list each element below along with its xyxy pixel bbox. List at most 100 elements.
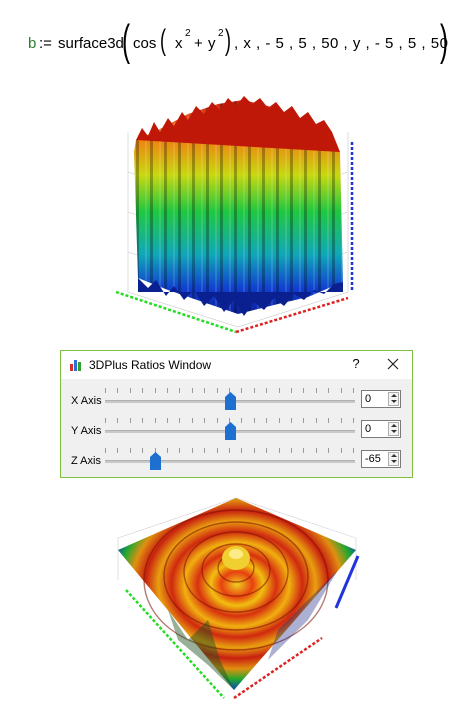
slider-tick bbox=[291, 388, 292, 393]
slider-tick bbox=[204, 388, 206, 393]
paren-close-outer: ) bbox=[440, 16, 449, 65]
x-axis-increment-button[interactable] bbox=[391, 394, 397, 397]
slider-tick bbox=[241, 448, 243, 453]
x-axis-ticks bbox=[105, 388, 355, 394]
help-button[interactable]: ? bbox=[352, 356, 360, 371]
slider-tick bbox=[129, 388, 131, 393]
dialog-title: 3DPlus Ratios Window bbox=[89, 358, 212, 372]
z-axis-spinbox[interactable]: -65 bbox=[361, 450, 401, 468]
close-icon bbox=[387, 358, 399, 370]
slider-tick bbox=[315, 388, 317, 393]
x-axis-spinbox[interactable]: 0 bbox=[361, 390, 401, 408]
close-button[interactable] bbox=[384, 355, 402, 373]
plot1-axis-x bbox=[115, 290, 237, 334]
slider-tick bbox=[353, 448, 354, 453]
x-axis-label: X Axis bbox=[71, 395, 102, 407]
slider-tick bbox=[191, 448, 193, 453]
x-axis-row: X Axis 0 bbox=[61, 387, 412, 413]
formula-cos: cos bbox=[133, 35, 157, 52]
slider-tick bbox=[229, 388, 230, 393]
slider-tick bbox=[340, 388, 342, 393]
z-axis-row: Z Axis -65 bbox=[61, 447, 412, 473]
y-axis-spin-buttons bbox=[388, 422, 399, 436]
z-axis-label: Z Axis bbox=[71, 455, 101, 467]
slider-tick bbox=[167, 448, 168, 453]
x-axis-decrement-button[interactable] bbox=[391, 400, 397, 403]
x-axis-slider-thumb[interactable] bbox=[224, 392, 236, 410]
plot2-axis-y bbox=[233, 636, 323, 700]
slider-tick bbox=[315, 448, 317, 453]
slider-tick bbox=[241, 418, 243, 423]
slider-tick bbox=[117, 418, 119, 423]
slider-tick bbox=[229, 418, 230, 423]
y-axis-increment-button[interactable] bbox=[391, 424, 397, 427]
slider-tick bbox=[129, 418, 131, 423]
slider-tick bbox=[328, 388, 330, 393]
slider-tick bbox=[154, 388, 156, 393]
slider-tick bbox=[253, 448, 255, 453]
slider-tick bbox=[291, 448, 292, 453]
slider-tick bbox=[353, 388, 354, 393]
paren-open-inner: ( bbox=[160, 24, 166, 57]
slider-tick bbox=[105, 448, 106, 453]
formula-line: b := surface3d ( cos ( x 2 + y 2 ) , x ,… bbox=[28, 16, 468, 65]
slider-tick bbox=[167, 418, 168, 423]
plot1-axis-y bbox=[235, 296, 349, 334]
plot2-axis-z bbox=[334, 555, 360, 609]
slider-tick bbox=[253, 388, 255, 393]
slider-tick bbox=[179, 418, 181, 423]
slider-tick bbox=[303, 418, 305, 423]
z-axis-value[interactable]: -65 bbox=[365, 453, 381, 465]
slider-tick bbox=[179, 388, 181, 393]
slider-tick bbox=[340, 448, 342, 453]
ratios-dialog: 3DPlus Ratios Window ? X Axis 0 Y Axis 0 bbox=[60, 350, 413, 478]
slider-tick bbox=[142, 388, 144, 393]
y-axis-slider-thumb[interactable] bbox=[224, 422, 236, 440]
slider-tick bbox=[191, 418, 193, 423]
slider-tick bbox=[117, 388, 119, 393]
slider-tick bbox=[167, 388, 168, 393]
slider-tick bbox=[142, 448, 144, 453]
slider-tick bbox=[142, 418, 144, 423]
formula-args: , x , - 5 , 5 , 50 , y , - 5 , 5 , 50 bbox=[234, 35, 449, 52]
slider-tick bbox=[253, 418, 255, 423]
x-axis-value[interactable]: 0 bbox=[365, 393, 372, 405]
slider-tick bbox=[216, 388, 218, 393]
surface-plot-side-view[interactable] bbox=[108, 92, 368, 342]
paren-close-inner: ) bbox=[225, 24, 231, 57]
formula-y: y bbox=[208, 35, 216, 52]
y-axis-decrement-button[interactable] bbox=[391, 430, 397, 433]
z-axis-slider-thumb[interactable] bbox=[149, 452, 161, 470]
slider-tick bbox=[353, 418, 354, 423]
surface-plot-top-view[interactable] bbox=[108, 490, 368, 700]
z-axis-increment-button[interactable] bbox=[391, 454, 397, 457]
y-axis-spinbox[interactable]: 0 bbox=[361, 420, 401, 438]
slider-tick bbox=[266, 448, 268, 453]
slider-tick bbox=[216, 448, 218, 453]
formula-plus: + bbox=[194, 35, 203, 52]
slider-tick bbox=[241, 388, 243, 393]
dialog-titlebar[interactable]: 3DPlus Ratios Window ? bbox=[61, 351, 412, 379]
slider-tick bbox=[303, 448, 305, 453]
slider-tick bbox=[315, 418, 317, 423]
slider-tick bbox=[117, 448, 119, 453]
slider-tick bbox=[229, 448, 230, 453]
z-axis-slider-track[interactable] bbox=[105, 460, 355, 463]
slider-tick bbox=[216, 418, 218, 423]
formula-x: x bbox=[175, 35, 183, 52]
y-axis-value[interactable]: 0 bbox=[365, 423, 372, 435]
slider-tick bbox=[179, 448, 181, 453]
formula-x-exp: 2 bbox=[185, 28, 191, 39]
plot2-axis-x bbox=[125, 589, 225, 699]
slider-tick bbox=[129, 448, 131, 453]
slider-tick bbox=[278, 418, 280, 423]
slider-tick bbox=[204, 418, 206, 423]
slider-tick bbox=[105, 388, 106, 393]
paren-open-outer: ( bbox=[122, 16, 131, 65]
plot2-rings bbox=[143, 509, 329, 651]
slider-tick bbox=[154, 448, 156, 453]
slider-tick bbox=[328, 418, 330, 423]
slider-tick bbox=[191, 388, 193, 393]
slider-tick bbox=[266, 388, 268, 393]
z-axis-decrement-button[interactable] bbox=[391, 460, 397, 463]
